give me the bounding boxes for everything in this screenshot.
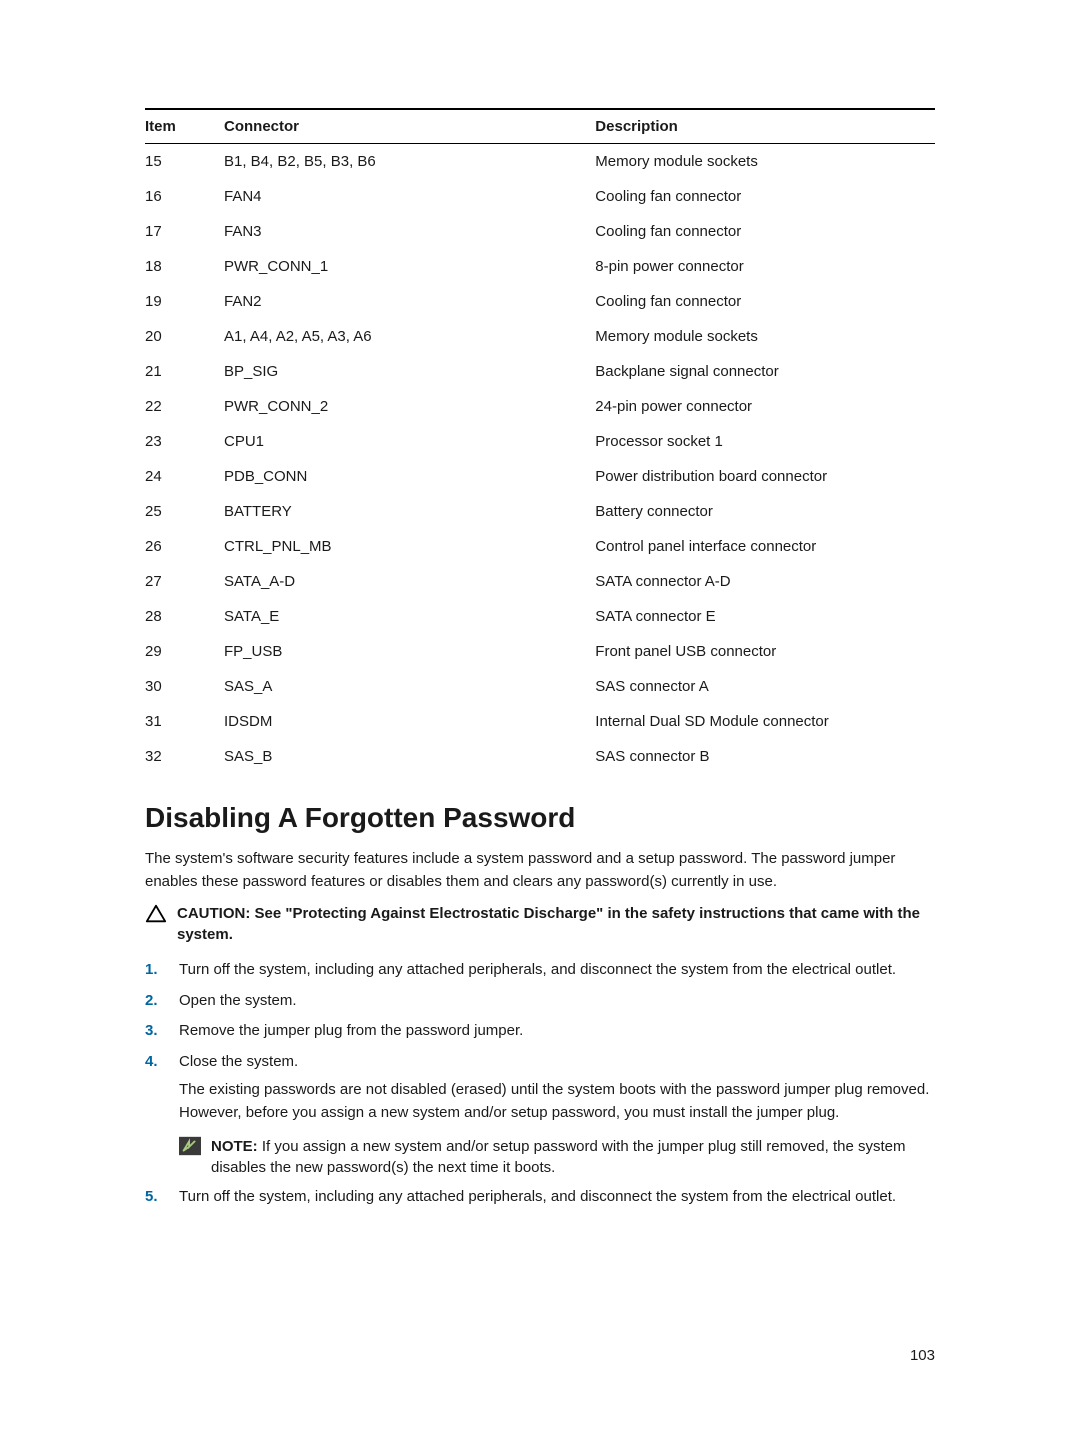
note-callout: NOTE: If you assign a new system and/or …	[179, 1136, 935, 1178]
step-4-extra: The existing passwords are not disabled …	[179, 1079, 935, 1124]
table-row: 21BP_SIGBackplane signal connector	[145, 354, 935, 389]
page-number: 103	[910, 1347, 935, 1364]
table-row: 19FAN2Cooling fan connector	[145, 284, 935, 319]
cell-description: Backplane signal connector	[595, 354, 935, 389]
header-item: Item	[145, 109, 224, 144]
cell-connector: SAS_A	[224, 669, 595, 704]
cell-item: 22	[145, 389, 224, 424]
table-row: 23CPU1Processor socket 1	[145, 424, 935, 459]
table-row: 17FAN3Cooling fan connector	[145, 214, 935, 249]
header-description: Description	[595, 109, 935, 144]
cell-connector: FAN2	[224, 284, 595, 319]
table-row: 28SATA_ESATA connector E	[145, 599, 935, 634]
cell-connector: PWR_CONN_2	[224, 389, 595, 424]
cell-item: 31	[145, 704, 224, 739]
cell-connector: CTRL_PNL_MB	[224, 529, 595, 564]
table-row: 24PDB_CONNPower distribution board conne…	[145, 459, 935, 494]
cell-item: 15	[145, 144, 224, 180]
cell-description: SAS connector A	[595, 669, 935, 704]
cell-item: 16	[145, 179, 224, 214]
table-row: 15B1, B4, B2, B5, B3, B6Memory module so…	[145, 144, 935, 180]
cell-connector: PDB_CONN	[224, 459, 595, 494]
cell-item: 29	[145, 634, 224, 669]
table-body: 15B1, B4, B2, B5, B3, B6Memory module so…	[145, 144, 935, 775]
cell-connector: SATA_E	[224, 599, 595, 634]
cell-description: 24-pin power connector	[595, 389, 935, 424]
note-body: If you assign a new system and/or setup …	[211, 1138, 905, 1176]
table-row: 16FAN4Cooling fan connector	[145, 179, 935, 214]
step-3: Remove the jumper plug from the password…	[145, 1020, 935, 1043]
step-4: Close the system. The existing passwords…	[145, 1051, 935, 1179]
step-1: Turn off the system, including any attac…	[145, 959, 935, 982]
caution-text: CAUTION: See "Protecting Against Electro…	[177, 903, 935, 945]
intro-paragraph: The system's software security features …	[145, 848, 935, 893]
table-row: 31IDSDMInternal Dual SD Module connector	[145, 704, 935, 739]
cell-connector: SAS_B	[224, 739, 595, 774]
cell-item: 26	[145, 529, 224, 564]
cell-description: Battery connector	[595, 494, 935, 529]
caution-icon	[145, 903, 167, 925]
cell-description: Power distribution board connector	[595, 459, 935, 494]
caution-callout: CAUTION: See "Protecting Against Electro…	[145, 903, 935, 945]
cell-item: 19	[145, 284, 224, 319]
cell-connector: FAN3	[224, 214, 595, 249]
table-row: 25BATTERYBattery connector	[145, 494, 935, 529]
table-row: 18PWR_CONN_18-pin power connector	[145, 249, 935, 284]
cell-connector: BP_SIG	[224, 354, 595, 389]
connector-table: Item Connector Description 15B1, B4, B2,…	[145, 108, 935, 774]
cell-item: 28	[145, 599, 224, 634]
table-row: 27SATA_A-DSATA connector A-D	[145, 564, 935, 599]
step-2: Open the system.	[145, 990, 935, 1013]
table-row: 30SAS_ASAS connector A	[145, 669, 935, 704]
note-icon	[179, 1136, 201, 1156]
cell-item: 24	[145, 459, 224, 494]
cell-description: Internal Dual SD Module connector	[595, 704, 935, 739]
cell-description: Cooling fan connector	[595, 284, 935, 319]
cell-description: SATA connector A-D	[595, 564, 935, 599]
cell-item: 30	[145, 669, 224, 704]
cell-item: 27	[145, 564, 224, 599]
cell-connector: SATA_A-D	[224, 564, 595, 599]
table-row: 20A1, A4, A2, A5, A3, A6Memory module so…	[145, 319, 935, 354]
steps-list: Turn off the system, including any attac…	[145, 959, 935, 1209]
cell-item: 18	[145, 249, 224, 284]
cell-description: Cooling fan connector	[595, 179, 935, 214]
cell-connector: B1, B4, B2, B5, B3, B6	[224, 144, 595, 180]
cell-connector: CPU1	[224, 424, 595, 459]
cell-connector: A1, A4, A2, A5, A3, A6	[224, 319, 595, 354]
step-5: Turn off the system, including any attac…	[145, 1186, 935, 1209]
cell-description: Cooling fan connector	[595, 214, 935, 249]
cell-description: 8-pin power connector	[595, 249, 935, 284]
cell-connector: FAN4	[224, 179, 595, 214]
caution-body: See "Protecting Against Electrostatic Di…	[177, 905, 920, 943]
cell-item: 23	[145, 424, 224, 459]
caution-label: CAUTION:	[177, 905, 255, 922]
table-row: 22PWR_CONN_224-pin power connector	[145, 389, 935, 424]
note-text: NOTE: If you assign a new system and/or …	[211, 1136, 935, 1178]
table-row: 29FP_USBFront panel USB connector	[145, 634, 935, 669]
table-row: 26CTRL_PNL_MBControl panel interface con…	[145, 529, 935, 564]
cell-connector: IDSDM	[224, 704, 595, 739]
cell-description: Memory module sockets	[595, 144, 935, 180]
cell-item: 20	[145, 319, 224, 354]
cell-description: Processor socket 1	[595, 424, 935, 459]
cell-connector: FP_USB	[224, 634, 595, 669]
cell-description: Memory module sockets	[595, 319, 935, 354]
cell-description: Control panel interface connector	[595, 529, 935, 564]
cell-description: Front panel USB connector	[595, 634, 935, 669]
cell-item: 32	[145, 739, 224, 774]
header-connector: Connector	[224, 109, 595, 144]
cell-item: 17	[145, 214, 224, 249]
cell-connector: PWR_CONN_1	[224, 249, 595, 284]
note-label: NOTE:	[211, 1138, 262, 1155]
step-4-text: Close the system.	[179, 1053, 298, 1070]
cell-description: SAS connector B	[595, 739, 935, 774]
cell-item: 21	[145, 354, 224, 389]
cell-item: 25	[145, 494, 224, 529]
section-heading: Disabling A Forgotten Password	[145, 802, 935, 834]
cell-description: SATA connector E	[595, 599, 935, 634]
cell-connector: BATTERY	[224, 494, 595, 529]
table-row: 32SAS_BSAS connector B	[145, 739, 935, 774]
